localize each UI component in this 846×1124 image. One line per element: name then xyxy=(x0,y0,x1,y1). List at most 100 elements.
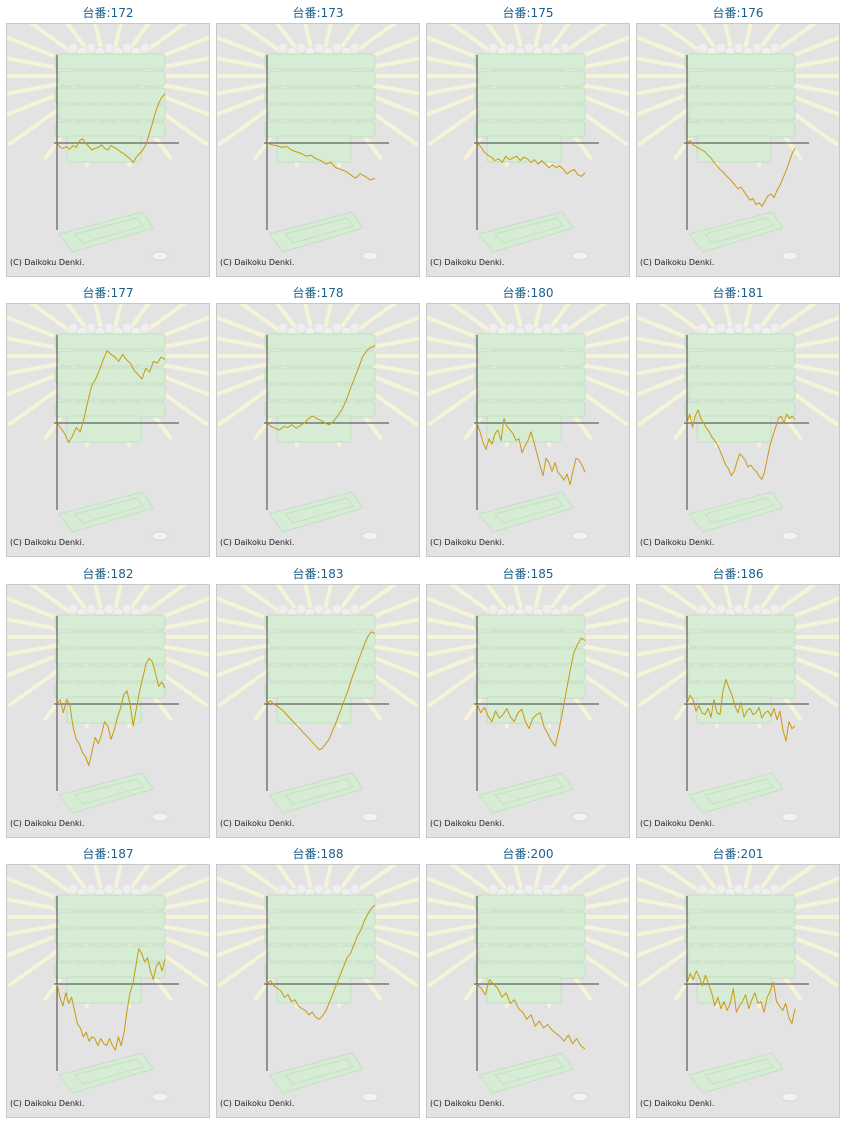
slump-chart: (C) Daikoku Denki. xyxy=(427,585,629,828)
coin-icon xyxy=(781,1092,799,1102)
slump-chart-panel: (C) Daikoku Denki. xyxy=(636,864,840,1118)
copyright-text: (C) Daikoku Denki. xyxy=(640,819,714,828)
machine-number-title[interactable]: 台番:181 xyxy=(712,286,764,300)
sunburst-ray xyxy=(752,304,781,338)
stacked-box xyxy=(688,945,796,962)
sunburst-ray xyxy=(741,24,753,57)
sunburst-ray xyxy=(7,56,72,72)
sunburst-ray xyxy=(637,921,702,937)
machine-number-title[interactable]: 台番:201 xyxy=(712,847,764,861)
slump-chart-panel: (C) Daikoku Denki. xyxy=(6,23,210,277)
stacked-box xyxy=(54,682,166,699)
background-illustration xyxy=(7,304,209,541)
stacked-box xyxy=(684,928,796,945)
stacked-box xyxy=(268,665,376,682)
stacked-box xyxy=(54,401,166,418)
machine-number-title[interactable]: 台番:173 xyxy=(292,6,344,20)
coin-shape xyxy=(769,603,781,615)
sunburst-ray xyxy=(513,24,525,57)
coin-shape xyxy=(769,322,781,334)
machine-number-title[interactable]: 台番:178 xyxy=(292,286,344,300)
data-series-line xyxy=(686,678,796,742)
coin-tray-inner xyxy=(284,217,354,244)
copyright-text: (C) Daikoku Denki. xyxy=(10,1099,84,1108)
coin-icon xyxy=(361,251,379,261)
slump-chart: (C) Daikoku Denki. xyxy=(637,585,839,828)
data-series-line xyxy=(476,637,586,747)
stacked-box-base xyxy=(696,415,772,443)
coin-shape xyxy=(67,603,79,615)
sunburst-ray xyxy=(7,641,72,657)
coin-shape xyxy=(541,322,553,334)
sunburst-ray xyxy=(217,617,282,633)
sunburst-ray xyxy=(637,336,702,352)
sunburst-ray xyxy=(542,865,571,899)
machine-number-title[interactable]: 台番:172 xyxy=(82,6,134,20)
machine-number-title[interactable]: 台番:175 xyxy=(502,6,554,20)
sunburst-ray xyxy=(752,865,781,899)
slump-chart: (C) Daikoku Denki. xyxy=(217,24,419,267)
sunburst-ray xyxy=(111,865,123,898)
coin-shape xyxy=(121,42,133,54)
sunburst-ray xyxy=(321,304,333,337)
slump-chart-panel: (C) Daikoku Denki. xyxy=(636,303,840,557)
machine-number-title[interactable]: 台番:177 xyxy=(82,286,134,300)
background-illustration xyxy=(7,585,209,822)
coin-tray xyxy=(58,1052,154,1094)
stacked-box xyxy=(474,53,586,70)
coin-shape xyxy=(505,322,517,334)
stacked-box xyxy=(268,911,376,928)
machine-number-title[interactable]: 台番:187 xyxy=(82,847,134,861)
sunburst-ray xyxy=(111,304,123,337)
sunburst-ray xyxy=(65,585,94,619)
coin-shape xyxy=(541,883,553,895)
coin-shape xyxy=(523,322,535,334)
chart-cell: 台番:186 (C) Daikoku Denki. xyxy=(636,564,840,844)
coin-shape xyxy=(67,322,79,334)
copyright-text: (C) Daikoku Denki. xyxy=(10,258,84,267)
stacked-box xyxy=(474,648,586,665)
coin-shape xyxy=(121,322,133,334)
stacked-box xyxy=(684,367,796,384)
copyright-text: (C) Daikoku Denki. xyxy=(10,819,84,828)
chart-cell: 台番:185 (C) Daikoku Denki. xyxy=(426,564,630,844)
slump-chart: (C) Daikoku Denki. xyxy=(427,865,629,1108)
coin-shape xyxy=(277,883,289,895)
coin-tray xyxy=(268,1052,364,1094)
coin-shape xyxy=(505,603,517,615)
background-illustration xyxy=(427,585,629,822)
sunburst-ray xyxy=(93,865,105,898)
coin-shape xyxy=(733,42,745,54)
coin-shape xyxy=(313,322,325,334)
machine-number-title[interactable]: 台番:180 xyxy=(502,286,554,300)
chart-cell: 台番:200 (C) Daikoku Denki. xyxy=(426,844,630,1124)
machine-number-title[interactable]: 台番:183 xyxy=(292,567,344,581)
machine-number-title[interactable]: 台番:188 xyxy=(292,847,344,861)
machine-number-title[interactable]: 台番:200 xyxy=(502,847,554,861)
coin-tray xyxy=(478,211,574,253)
slump-chart-panel: (C) Daikoku Denki. xyxy=(636,584,840,838)
stacked-box xyxy=(58,911,166,928)
data-series-line xyxy=(266,904,376,1020)
machine-number-title[interactable]: 台番:186 xyxy=(712,567,764,581)
stacked-box xyxy=(268,945,376,962)
coin-shape xyxy=(313,603,325,615)
stacked-box xyxy=(264,333,376,350)
sunburst-ray xyxy=(217,921,282,937)
coin-tray xyxy=(688,1052,784,1094)
stacked-box xyxy=(684,682,796,699)
data-series-line xyxy=(686,139,796,207)
coin-shape xyxy=(541,603,553,615)
sunburst-ray xyxy=(723,24,735,57)
coin-shape xyxy=(769,42,781,54)
sunburst-ray xyxy=(485,865,514,899)
sunburst-ray xyxy=(427,641,492,657)
machine-number-title[interactable]: 台番:185 xyxy=(502,567,554,581)
slump-chart-panel: (C) Daikoku Denki. xyxy=(426,303,630,557)
coin-tray xyxy=(478,1052,574,1094)
sunburst-ray xyxy=(485,24,514,58)
machine-number-title[interactable]: 台番:176 xyxy=(712,6,764,20)
coin-tray xyxy=(478,772,574,814)
stacked-box xyxy=(474,962,586,979)
machine-number-title[interactable]: 台番:182 xyxy=(82,567,134,581)
